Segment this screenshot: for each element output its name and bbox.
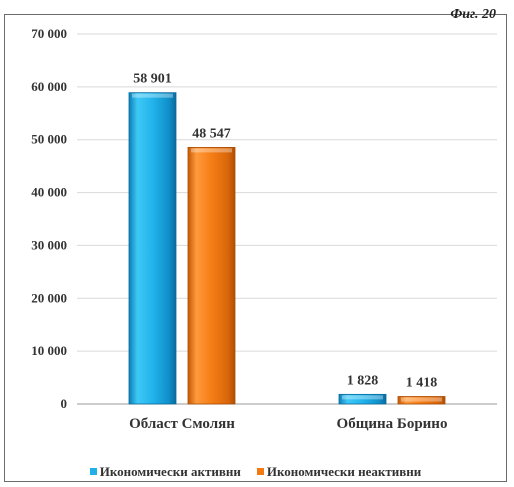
legend-label: Икономически активни: [99, 464, 241, 479]
bar-active: [338, 393, 387, 405]
y-tick-label: 40 000: [31, 185, 67, 200]
bar-inactive: [397, 396, 446, 405]
bar-highlight: [191, 148, 232, 153]
bar-chart: 0 10 000 20 000 30 000 40 000 50 000 60 000 70 …: [31, 26, 497, 432]
data-label: 48 547: [192, 126, 231, 141]
bar-highlight: [401, 397, 442, 402]
y-tick-label: 70 000: [31, 26, 67, 41]
bar-highlight: [342, 395, 383, 400]
data-label: 1 418: [406, 376, 438, 391]
y-tick-label: 50 000: [31, 132, 67, 147]
bar-highlight: [132, 93, 173, 98]
figure-number: Фиг. 20: [450, 7, 496, 22]
category-label: Област Смолян: [129, 416, 235, 432]
y-tick-label: 0: [61, 396, 68, 411]
y-tick-label: 10 000: [31, 343, 67, 358]
legend-item: Икономически активни: [89, 464, 241, 480]
legend-item: Икономически неактивни: [256, 464, 422, 480]
category-label: Община Борино: [337, 416, 448, 432]
legend-swatch: [89, 468, 97, 475]
data-label: 1 828: [347, 373, 379, 388]
legend-label: Икономически неактивни: [266, 464, 422, 479]
y-tick-label: 60 000: [31, 79, 67, 94]
legend-swatch: [256, 468, 264, 475]
y-tick-label: 30 000: [31, 237, 67, 252]
data-label: 58 901: [133, 72, 172, 87]
bar-inactive: [187, 146, 236, 405]
y-tick-label: 20 000: [31, 290, 67, 305]
legend: Икономически активни Икономически неактив…: [5, 464, 506, 480]
chart-frame: Фиг. 20 0 10 000 20 000 30 000 40 000 50 000 6…: [4, 7, 507, 482]
bar-active: [128, 92, 177, 405]
